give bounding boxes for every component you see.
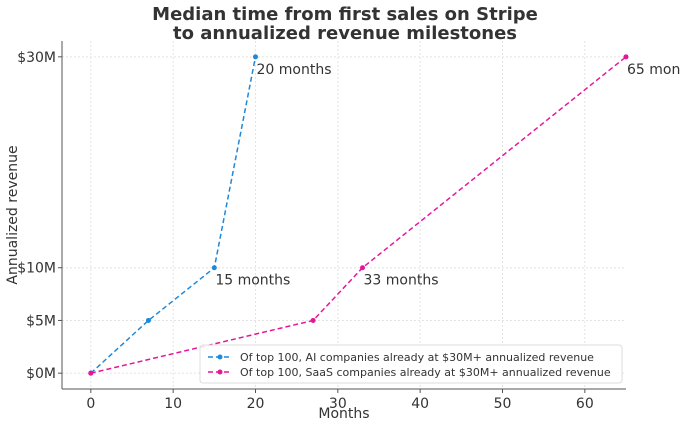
series-0-point [252,54,258,60]
series-line-0 [90,56,257,374]
series-layer [88,54,629,376]
x-tick-label: 30 [329,396,347,412]
x-tick-label: 20 [247,396,265,412]
y-tick-label: $5M [26,313,56,329]
annotation-label: 15 months [215,273,290,289]
chart-title: Median time from first sales on Stripe [152,4,538,25]
x-tick-label: 0 [86,396,95,412]
legend-swatch-marker [217,369,223,375]
axes: 0 10 20 30 40 50 60 $0M $5M $10M $30M [17,41,626,412]
x-tick-label: 60 [576,396,594,412]
y-tick-label: $10M [17,261,56,277]
y-tick-label: $30M [17,50,56,66]
series-1-point [310,317,316,323]
series-line-1 [90,56,627,374]
chart-subtitle: to annualized revenue milestones [173,23,517,44]
legend-entry: Of top 100, SaaS companies already at $3… [240,366,611,379]
y-axis-label: Annualized revenue [5,145,21,284]
annotation-label: 20 months [256,62,331,78]
x-tick-label: 40 [411,396,429,412]
annotation-label: 33 months [364,273,439,289]
legend-entry: Of top 100, AI companies already at $30M… [240,351,594,364]
y-tick-label: $0M [26,366,56,382]
series-1-point [88,370,94,376]
x-tick-label: 50 [494,396,512,412]
series-1-point [623,54,629,60]
series-0-point [211,265,217,271]
x-axis-label: Months [318,406,369,422]
legend: Of top 100, AI companies already at $30M… [199,344,623,384]
annotation-label: 65 months [627,62,680,78]
grid [62,41,626,389]
annotations: 20 months 15 months 33 months 65 months [215,62,680,289]
legend-box [199,344,623,384]
series-1-point [360,265,366,271]
series-0-point [145,317,151,323]
legend-swatch-marker [217,354,223,360]
x-tick-label: 10 [164,396,182,412]
